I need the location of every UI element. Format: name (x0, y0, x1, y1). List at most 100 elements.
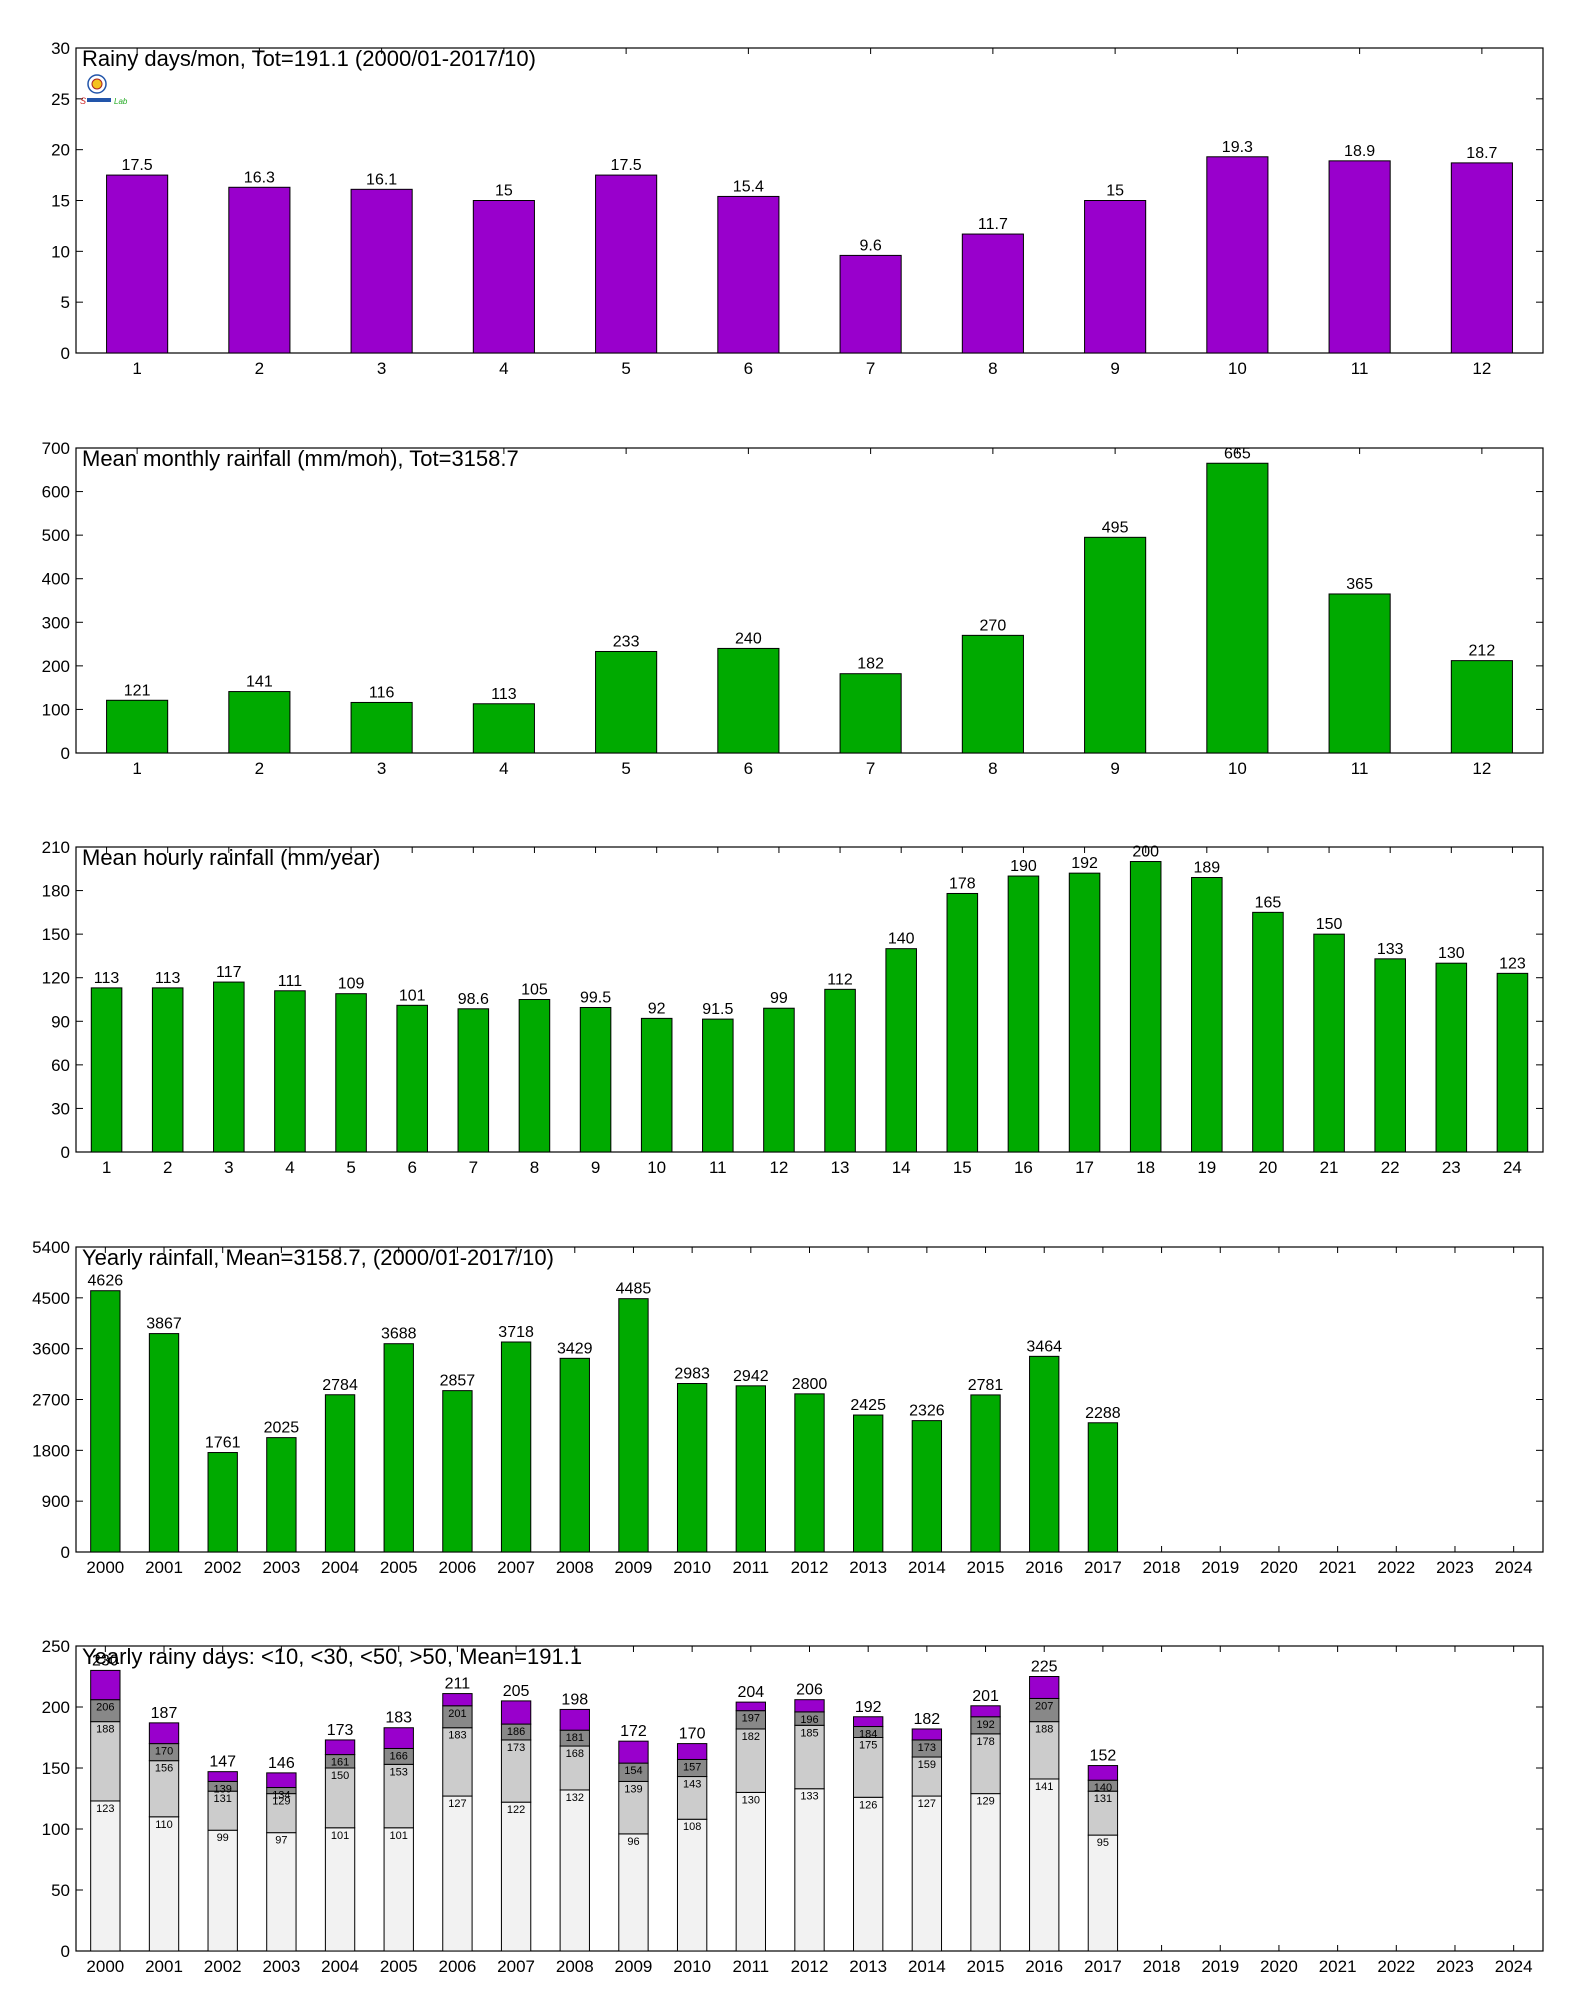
chart4-xtick-label: 2009 (615, 1558, 653, 1577)
chart5-segment-lt10 (266, 1832, 297, 1952)
chart5-label-lt10: 96 (627, 1836, 639, 1848)
chart5-label-total: 211 (445, 1676, 471, 1693)
chart5-xtick-label: 2002 (204, 1957, 242, 1976)
chart1-ytick-label: 25 (51, 90, 70, 109)
chart3-ytick-label: 150 (42, 925, 70, 944)
chart5-segment-lt30 (794, 1724, 825, 1790)
chart3-bar (1068, 872, 1101, 1153)
chart2-xtick-label: 1 (132, 759, 141, 778)
chart3-bar (946, 892, 979, 1153)
chart5-label-lt10: 97 (275, 1835, 287, 1847)
chart1-xtick-label: 2 (255, 359, 264, 378)
chart3-data-label: 150 (1316, 916, 1343, 933)
chart4-bar (970, 1394, 1001, 1553)
chart5-xtick-label: 2020 (1260, 1957, 1298, 1976)
chart1-data-label: 17.5 (122, 157, 153, 174)
chart3-data-label: 165 (1255, 894, 1282, 911)
chart3-bar (640, 1017, 673, 1153)
chart4-xtick-label: 2006 (439, 1558, 477, 1577)
chart2-ytick-label: 0 (61, 744, 70, 763)
chart5-segment-gt50 (148, 1722, 180, 1745)
chart5-segment-lt10 (794, 1788, 825, 1952)
chart5-label-lt10: 108 (683, 1821, 701, 1833)
chart5-label-total: 172 (620, 1723, 647, 1740)
chart1-data-label: 18.9 (1344, 143, 1375, 160)
chart3-bar (702, 1018, 734, 1153)
chart4-ytick-label: 0 (61, 1543, 70, 1562)
chart4-bar (794, 1393, 825, 1553)
chart1-ytick-label: 10 (51, 242, 70, 261)
chart2-bar (106, 699, 169, 754)
chart5-label-lt30: 131 (214, 1793, 232, 1805)
chart5-label-total: 147 (209, 1754, 236, 1771)
chart1-xtick-label: 6 (744, 359, 753, 378)
chart5-label-lt50: 197 (742, 1713, 760, 1725)
chart3-bar (213, 981, 245, 1153)
chart1-bar (350, 188, 413, 354)
chart4-data-label: 2800 (792, 1376, 828, 1393)
chart4-bar (735, 1385, 766, 1553)
chart5-segment-gt50 (970, 1705, 1001, 1718)
chart4-data-label: 2983 (674, 1366, 710, 1383)
chart2-data-label: 212 (1469, 643, 1496, 660)
chart5-label-lt10: 101 (390, 1830, 408, 1842)
chart4-bar (90, 1290, 121, 1553)
chart5-label-lt30: 183 (448, 1730, 466, 1742)
chart4-xtick-label: 2004 (321, 1558, 359, 1577)
chart5-segment-lt10 (970, 1793, 1001, 1952)
chart5-ytick-label: 200 (42, 1698, 70, 1717)
chart5-label-total: 230 (92, 1652, 119, 1669)
chart1-xtick-label: 9 (1110, 359, 1119, 378)
chart2-ytick-label: 100 (42, 700, 70, 719)
chart3-bar (885, 948, 917, 1153)
chart3-frame (75, 846, 1544, 1153)
chart3-xtick-label: 9 (591, 1158, 600, 1177)
chart5-segment-gt50 (442, 1693, 473, 1707)
chart2-bar (1084, 536, 1147, 754)
chart5-label-total: 225 (1031, 1659, 1058, 1676)
chart4-bar (559, 1357, 590, 1553)
chart5-ytick-label: 250 (42, 1637, 70, 1656)
chart2-xtick-label: 2 (255, 759, 264, 778)
chart4-data-label: 2781 (968, 1377, 1004, 1394)
chart5-xtick-label: 2021 (1319, 1957, 1357, 1976)
chart1-title: Rainy days/mon, Tot=191.1 (2000/01-2017/… (82, 46, 536, 71)
chart5-label-lt50: 184 (859, 1729, 877, 1741)
chart4-bar (676, 1383, 708, 1553)
chart5-segment-gt50 (500, 1700, 532, 1725)
chart5-label-lt30: 129 (272, 1796, 290, 1808)
chart5-label-lt10: 127 (918, 1798, 936, 1810)
chart3-xtick-label: 1 (102, 1158, 111, 1177)
chart5-label-total: 183 (385, 1710, 412, 1727)
chart5-xtick-label: 2012 (791, 1957, 829, 1976)
chart5-xtick-label: 2006 (439, 1957, 477, 1976)
chart5-label-lt50: 207 (1035, 1700, 1053, 1712)
chart4-bar (383, 1343, 414, 1553)
chart3-data-label: 123 (1499, 955, 1526, 972)
chart5-segment-lt30 (90, 1721, 121, 1802)
chart5-label-total: 152 (1090, 1748, 1117, 1765)
chart5-segment-lt30 (442, 1727, 473, 1797)
chart5-label-lt30: 188 (96, 1724, 114, 1736)
chart5-label-lt50: 140 (1094, 1782, 1112, 1794)
chart4-xtick-label: 2015 (967, 1558, 1005, 1577)
chart3-data-label: 91.5 (702, 1001, 733, 1018)
chart4-bar (1029, 1355, 1060, 1553)
chart4-bar (853, 1414, 884, 1553)
chart2-xtick-label: 12 (1472, 759, 1491, 778)
chart2-bar (1328, 593, 1391, 754)
chart3-data-label: 117 (216, 964, 242, 981)
chart5-segment-gt50 (90, 1669, 121, 1701)
chart5-segment-lt30 (853, 1737, 884, 1798)
chart4-ytick-label: 900 (42, 1492, 70, 1511)
chart2-title: Mean monthly rainfall (mm/mon), Tot=3158… (82, 446, 519, 471)
chart1-bar (961, 233, 1024, 354)
chart5-ytick-label: 0 (61, 1942, 70, 1961)
chart5-segment-gt50 (324, 1739, 356, 1756)
svg-text:S: S (80, 96, 86, 106)
chart2-xtick-label: 11 (1351, 759, 1369, 778)
chart5-label-lt10: 127 (448, 1798, 466, 1810)
chart4-xtick-label: 2005 (380, 1558, 418, 1577)
chart5-xtick-label: 2024 (1495, 1957, 1533, 1976)
chart3-xtick-label: 24 (1503, 1158, 1522, 1177)
